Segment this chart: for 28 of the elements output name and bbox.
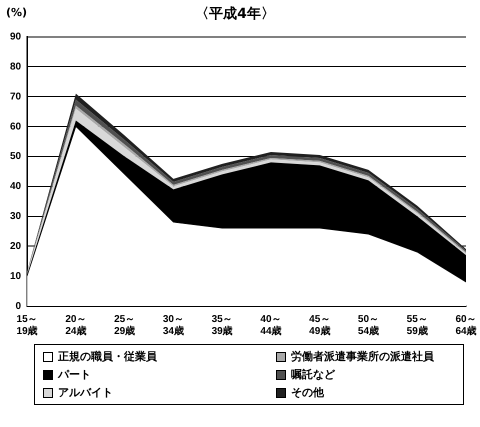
y-tick-label: 40 [10,181,22,192]
y-tick-label: 10 [10,270,22,282]
y-tick-label: 70 [10,91,22,102]
y-tick-label: 60 [10,121,22,132]
legend-label: 正規の職員・従業員 [57,349,158,364]
x-tick-label: 25～29歳 [114,314,136,337]
y-tick-label: 50 [10,151,22,162]
x-tick-label: 60～64歳 [455,314,477,337]
x-tick-label: 40～44歳 [260,314,282,337]
x-tick-label: 55～59歳 [406,314,428,337]
legend-label: 労働者派遣事業所の派遣社員 [290,349,435,364]
y-tick-label: 30 [10,211,22,222]
legend-label: 嘱託など [290,367,336,382]
x-tick-label: 20～24歳 [65,314,86,337]
x-tick-label: 45～49歳 [309,314,330,337]
legend-label: その他 [290,385,325,400]
y-tick-label: 0 [16,300,22,312]
x-tick-label: 35～39歳 [212,314,233,337]
legend-label: アルバイト [57,385,114,400]
y-axis-title: (%) [6,6,28,19]
x-tick-label: 15～19歳 [16,314,38,337]
y-tick-label: 90 [10,32,22,43]
y-tick-label: 20 [10,240,22,252]
y-tick-label: 80 [10,61,22,72]
chart-title: 〈平成4年〉 [195,6,275,22]
legend-label: パート [56,367,92,382]
x-tick-label: 30～34歳 [162,314,184,337]
x-tick-label: 50～54歳 [358,314,380,337]
